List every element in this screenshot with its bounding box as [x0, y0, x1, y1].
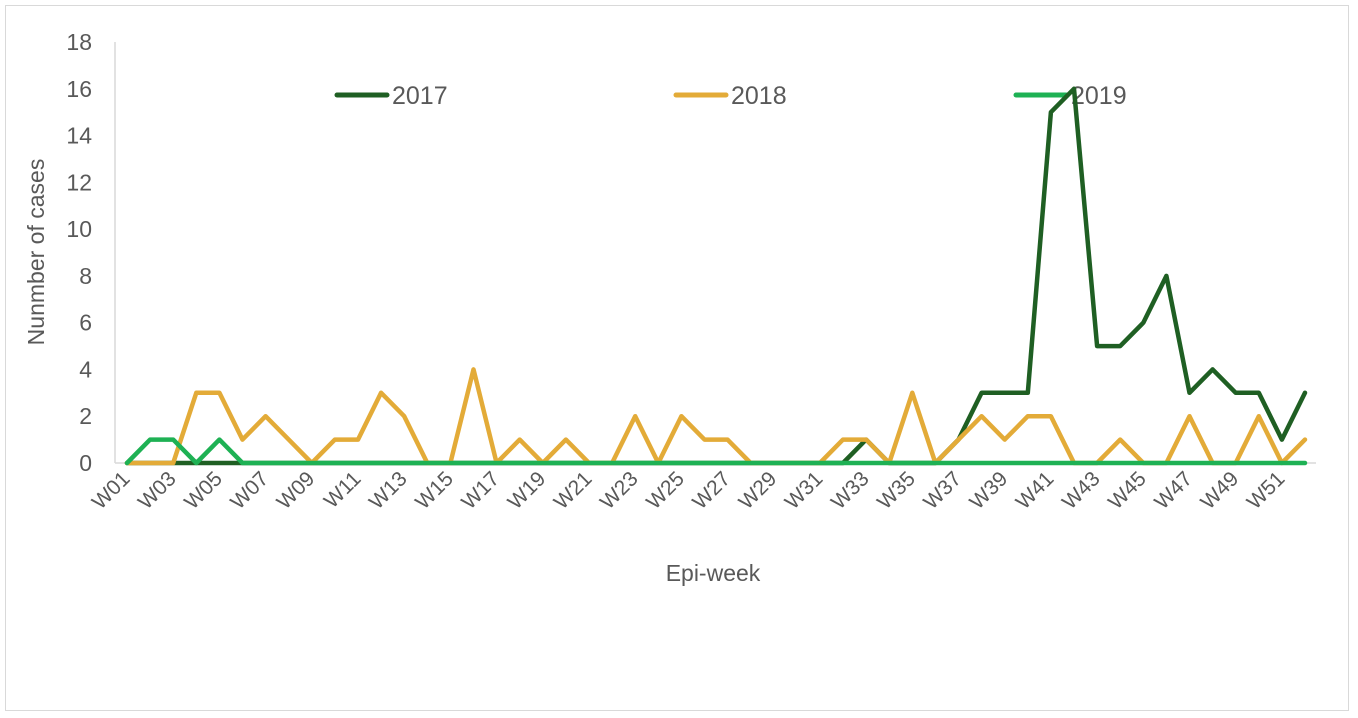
y-tick-label: 2 [79, 403, 92, 429]
x-tick-label: W13 [365, 467, 412, 514]
y-tick-label: 16 [66, 76, 92, 102]
x-tick-label: W21 [550, 467, 597, 514]
x-tick-label: W11 [320, 467, 366, 513]
x-tick-label: W27 [688, 467, 735, 514]
x-tick-label: W25 [642, 467, 689, 514]
legend-item-2017: 2017 [334, 82, 448, 110]
x-tick-label: W45 [1104, 467, 1151, 514]
x-tick-label: W07 [226, 467, 273, 514]
legend-label: 2017 [392, 82, 448, 110]
y-tick-label: 4 [79, 356, 92, 382]
legend-label: 2018 [731, 82, 787, 110]
y-tick-label: 6 [79, 310, 92, 336]
x-tick-label: W39 [965, 467, 1012, 514]
x-tick-label: W43 [1058, 467, 1105, 514]
x-tick-label: W19 [503, 467, 550, 514]
series-line-2017 [124, 86, 1308, 466]
y-tick-label: 18 [66, 29, 92, 55]
x-tick-label: W03 [134, 467, 181, 514]
x-tick-label: W23 [596, 467, 643, 514]
chart-area [5, 5, 1349, 711]
x-tick-label: W51 [1243, 467, 1290, 514]
x-tick-label: W17 [457, 467, 504, 514]
y-tick-label: 0 [79, 450, 92, 476]
y-tick-label: 12 [66, 169, 92, 195]
y-axis-title: Nunmber of cases [23, 159, 49, 346]
y-tick-label: 8 [79, 263, 92, 289]
x-tick-label: W29 [734, 467, 781, 514]
x-tick-label: W01 [88, 467, 135, 514]
x-tick-label: W09 [273, 467, 320, 514]
x-tick-label: W31 [781, 467, 828, 514]
x-tick-label: W05 [180, 467, 227, 514]
x-tick-label: W15 [411, 467, 458, 514]
series-line-2019 [124, 437, 1308, 466]
legend-item-2018: 2018 [673, 82, 787, 110]
legend-item-2019: 2019 [1013, 82, 1127, 110]
x-tick-label: W49 [1196, 467, 1243, 514]
x-tick-label: W33 [827, 467, 874, 514]
x-tick-label: W35 [873, 467, 920, 514]
x-axis-title: Epi-week [666, 560, 761, 586]
y-tick-label: 14 [66, 123, 92, 149]
legend-label: 2019 [1071, 82, 1127, 110]
x-tick-label: W41 [1012, 467, 1059, 514]
x-tick-label: W37 [919, 467, 966, 514]
y-tick-label: 10 [66, 216, 92, 242]
x-tick-label: W47 [1150, 467, 1197, 514]
series-line-2018 [124, 367, 1308, 466]
